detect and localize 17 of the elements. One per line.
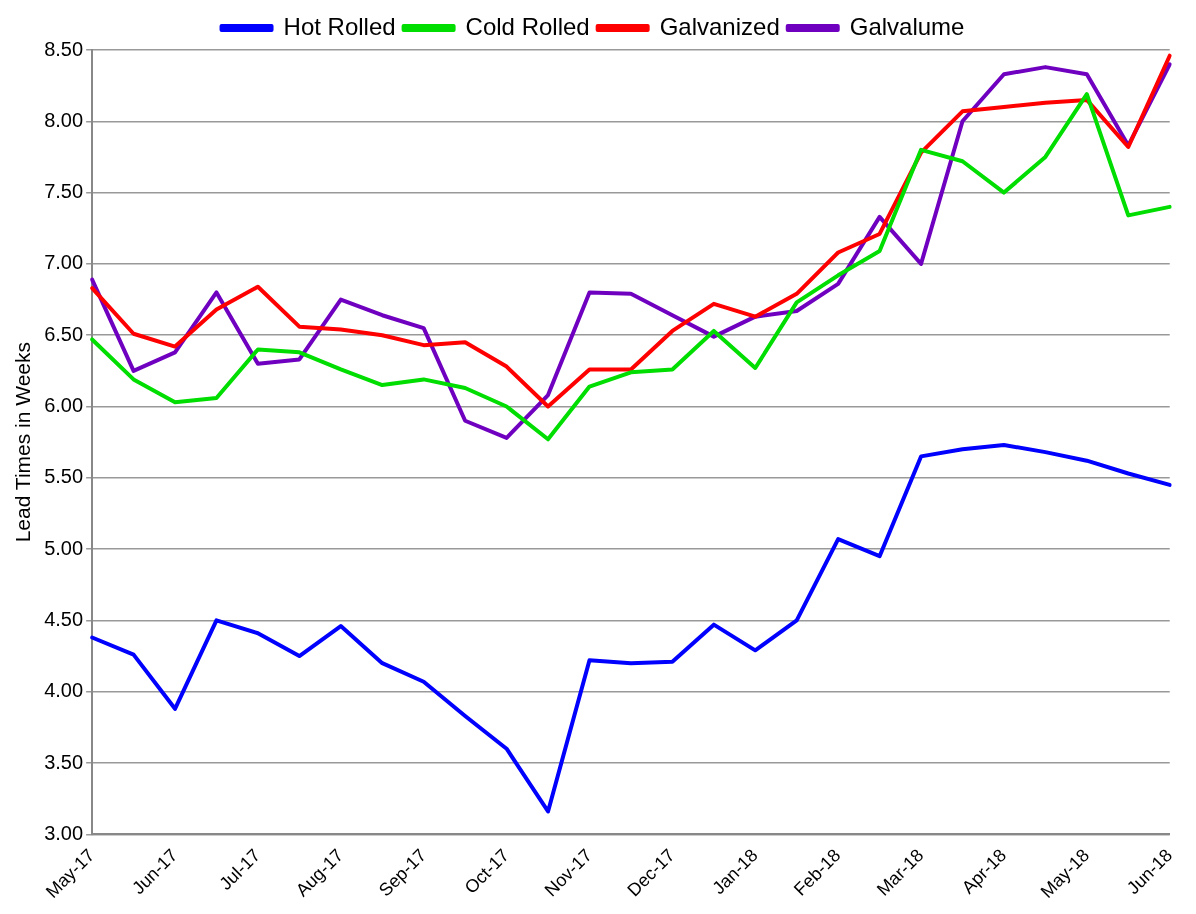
y-tick-label: 5.00 xyxy=(44,536,84,559)
legend-label: Galvalume xyxy=(849,12,965,40)
legend-label: Galvanized xyxy=(659,12,780,40)
y-tick-label: 5.50 xyxy=(44,465,84,488)
legend-label: Hot Rolled xyxy=(283,12,396,40)
y-tick-label: 3.50 xyxy=(44,750,84,773)
y-tick-label: 8.50 xyxy=(44,37,84,60)
y-tick-label: 6.50 xyxy=(44,322,84,345)
y-axis-title: Lead Times in Weeks xyxy=(11,341,35,543)
y-tick-label: 7.50 xyxy=(44,180,84,203)
legend-label: Cold Rolled xyxy=(465,12,590,40)
y-tick-label: 3.00 xyxy=(44,821,84,844)
y-tick-label: 4.00 xyxy=(44,679,84,702)
y-tick-label: 8.00 xyxy=(44,108,84,131)
y-tick-label: 6.00 xyxy=(44,394,84,417)
y-tick-label: 7.00 xyxy=(44,251,84,274)
y-tick-label: 4.50 xyxy=(44,607,84,630)
